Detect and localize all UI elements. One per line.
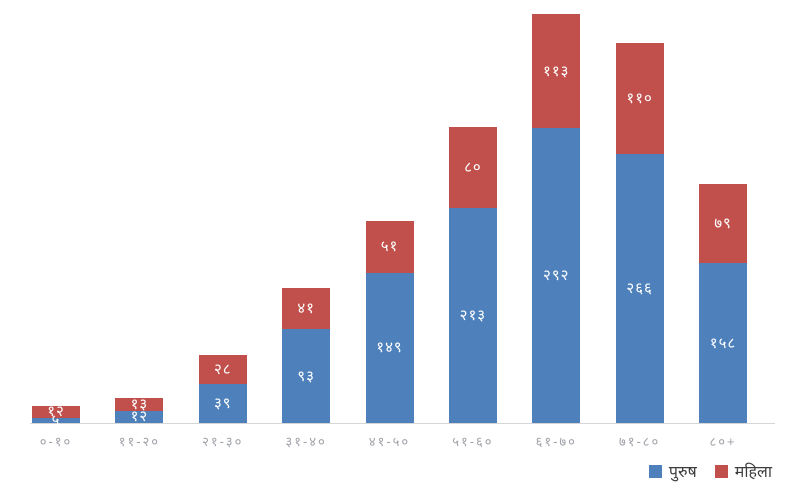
- bar-value-label: १३: [130, 395, 149, 413]
- bar-column: २१३ ८०: [448, 127, 497, 423]
- bar-column: ३९ २८: [198, 355, 247, 423]
- bar-value-label: १२: [47, 403, 65, 421]
- bar-value-label: ७९: [714, 215, 732, 233]
- bar-column: १५८ ७९: [699, 183, 747, 423]
- bar-column: २९२ ११३: [532, 13, 581, 423]
- bar-value-label: ८०: [464, 158, 482, 176]
- bar-value-label: २६६: [626, 280, 653, 298]
- bar-value-label: ४१: [297, 299, 315, 317]
- x-axis-label-text: ११-२०: [118, 434, 161, 449]
- bar-column: २६६ ११०: [615, 43, 664, 423]
- bar-segment-female: ११०: [615, 43, 664, 155]
- x-axis-label: ७१-८०: [616, 432, 664, 450]
- bar-value-label: २१३: [459, 306, 487, 324]
- x-axis-label: ५१-६०: [449, 432, 497, 450]
- bar-segment-male: १४९: [365, 272, 414, 423]
- x-axis-label: ११-२०: [115, 432, 163, 450]
- bar-segment-male: २९२: [532, 128, 581, 423]
- x-axis-label-text: ०-१०: [39, 434, 73, 449]
- bar-segment-male: ९३: [282, 329, 331, 423]
- x-axis-label: ३१-४०: [282, 432, 330, 450]
- x-axis-label-text: ७१-८०: [618, 434, 661, 449]
- bar-segment-female: ११३: [532, 13, 581, 129]
- bar-value-label: १५८: [709, 334, 737, 352]
- x-axis-label-text: ५१-६०: [452, 434, 494, 449]
- x-axis-label-text: ८०+: [709, 434, 737, 449]
- bar-segment-male: १२: [115, 408, 164, 426]
- bar-segment-male: ५: [32, 413, 80, 428]
- legend-label-male: पुरुष: [668, 464, 697, 481]
- x-axis-label: ६१-७०: [532, 432, 580, 450]
- x-axis-label-text: २१-३०: [202, 434, 244, 449]
- x-axis-line: [30, 423, 775, 424]
- legend-swatch-male-icon: [648, 464, 662, 478]
- bar-segment-female: २८: [198, 355, 247, 384]
- bar-column: १४९ ५१: [365, 221, 414, 423]
- bar-value-label: २८: [213, 360, 232, 378]
- legend-item-male: पुरुष: [648, 460, 697, 482]
- legend-swatch-female-icon: [714, 464, 728, 478]
- bar-segment-female: ८०: [448, 127, 497, 208]
- bar-value-label: ३९: [213, 394, 232, 412]
- bar-segment-male: १५८: [699, 263, 747, 423]
- bar-value-label: ९३: [297, 367, 315, 385]
- legend-item-female: महिला: [714, 460, 772, 482]
- bar-segment-female: ७९: [699, 183, 747, 264]
- bar-segment-male: २६६: [615, 154, 664, 423]
- x-axis-label-text: ३१-४०: [285, 434, 327, 449]
- x-axis-label: २१-३०: [199, 432, 247, 450]
- bar-segment-male: २१३: [448, 207, 497, 423]
- bar-segment-female: १३: [115, 395, 164, 413]
- bar-column: १२ १३: [115, 395, 164, 426]
- bar-segment-female: ५१: [365, 221, 414, 273]
- bar-column: ५ १२: [32, 403, 80, 428]
- x-axis-label: ४१-५०: [366, 432, 414, 450]
- bar-value-label: १२: [130, 408, 149, 426]
- x-axis-ticks: ०-१० ११-२० २१-३० ३१-४० ४१-५० ५१-६० ६१-७० ७१-८० ८…: [32, 432, 747, 450]
- x-axis-label-text: ६१-७०: [535, 434, 577, 449]
- plot-area: ५ १२ १२ १३ ३९ २८ ९३ ४१ १४९ ५१ २१३ ८० २९२ ११३ २६६ ११० १५८…: [32, 0, 747, 428]
- bar-value-label: २९२: [543, 267, 570, 285]
- bar-value-label: ५: [51, 411, 61, 429]
- x-axis-label-text: ४१-५०: [368, 434, 411, 449]
- legend: पुरुष महिला: [648, 460, 772, 482]
- bar-value-label: ११०: [626, 90, 653, 108]
- bar-value-label: १४९: [376, 339, 403, 357]
- bar-segment-male: ३९: [198, 383, 247, 423]
- x-axis-label: ८०+: [699, 432, 747, 450]
- x-axis-label: ०-१०: [32, 432, 80, 450]
- bar-segment-female: १२: [32, 403, 80, 421]
- bar-value-label: ५१: [380, 238, 399, 256]
- legend-label-female: महिला: [734, 464, 772, 481]
- bar-column: ९३ ४१: [282, 287, 331, 423]
- bar-value-label: ११३: [543, 62, 570, 80]
- bar-segment-female: ४१: [282, 287, 331, 330]
